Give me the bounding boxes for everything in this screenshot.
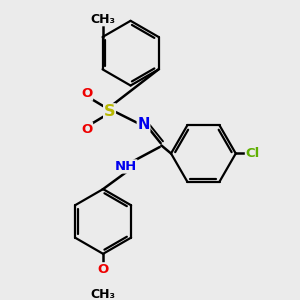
- Text: O: O: [81, 87, 92, 100]
- Text: CH₃: CH₃: [90, 13, 115, 26]
- Text: Cl: Cl: [245, 147, 260, 160]
- Text: O: O: [98, 263, 109, 276]
- Text: NH: NH: [115, 160, 137, 173]
- Text: O: O: [81, 123, 92, 136]
- Text: N: N: [137, 117, 150, 132]
- Text: CH₃: CH₃: [91, 288, 116, 300]
- Text: S: S: [104, 104, 115, 119]
